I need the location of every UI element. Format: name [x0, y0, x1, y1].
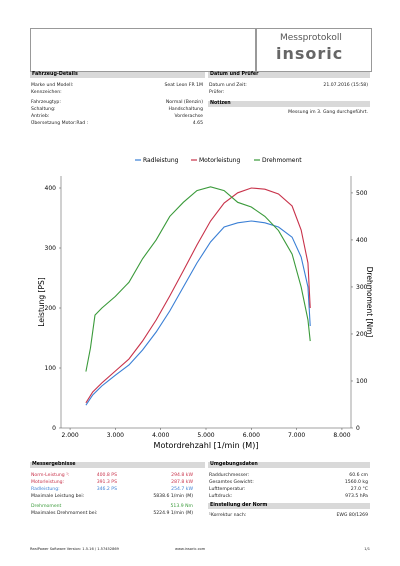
row-value: 27.0 °C — [350, 487, 368, 492]
x-tick-label: 5.000 — [197, 432, 214, 439]
x-axis-title: Motordrehzahl [1/min (M)] — [154, 441, 259, 450]
y2-tick-label: 100 — [356, 378, 368, 385]
series-line — [85, 186, 311, 372]
row-value: 1560.0 kg — [344, 480, 368, 485]
y-axis-title: Leistung [PS] — [37, 277, 46, 326]
row-label: Schaltung: — [31, 107, 56, 112]
row-label: Fahrzeugtyp: — [31, 100, 61, 105]
series-line — [85, 187, 311, 404]
row-value: Normal (Benzin) — [165, 100, 203, 105]
row-label: Prüfer: — [209, 90, 225, 95]
row-value: 5224.9 1/min (M) — [153, 511, 193, 516]
y2-axis-title: Drehmoment [Nm] — [365, 267, 374, 338]
row-value: 400.8 PS — [96, 473, 117, 478]
footer-left: RealPower Software Version: 1.5.16 / 1.5… — [30, 547, 119, 551]
row-label: Gesamtes Gewicht: — [209, 480, 254, 485]
section-header: Notizen — [208, 101, 370, 107]
x-tick-label: 3.000 — [107, 432, 124, 439]
row-value: 287.8 kW — [171, 480, 193, 485]
row-value: 5838.6 1/min (M) — [153, 494, 193, 499]
row-value: Handschaltung — [168, 107, 203, 112]
row-value: Vorderachse — [174, 114, 203, 119]
row-value: 513.9 Nm — [170, 504, 193, 509]
row-value: 346.2 PS — [96, 487, 117, 492]
row-value: 254.7 kW — [171, 487, 193, 492]
row-label: Kennzeichen: — [31, 90, 62, 95]
row-label: Raddurchmesser: — [209, 473, 250, 478]
row-label: Luftdruck: — [209, 494, 233, 499]
y-tick-label: 200 — [45, 305, 57, 312]
legend-label: Motorleistung — [199, 157, 240, 164]
y-tick-label: 300 — [45, 245, 57, 252]
y-tick-label: 0 — [52, 425, 56, 432]
row-label: Antrieb: — [31, 114, 50, 119]
y2-tick-label: 400 — [356, 237, 368, 244]
section-header: Umgebungsdaten — [208, 462, 370, 468]
y-tick-label: 400 — [45, 185, 57, 192]
y-tick-label: 100 — [45, 365, 57, 372]
header-title: Messprotokoll — [280, 33, 342, 43]
logo: insoric — [276, 44, 344, 63]
row-label: Drehmoment — [31, 504, 62, 509]
row-label: Marke und Modell: — [31, 83, 74, 88]
section-header: Datum und Prüfer — [208, 72, 370, 78]
row-label: Datum und Zeit: — [209, 83, 247, 88]
x-tick-label: 7.000 — [288, 432, 305, 439]
row-label: ¹Korrektur nach: — [209, 513, 247, 518]
row-value: EWG 80/1269 — [336, 513, 368, 518]
section-header: Fahrzeug-Details — [30, 72, 205, 78]
row-value: Seat Leon FR 1M — [164, 83, 204, 88]
x-tick-label: 8.000 — [333, 432, 350, 439]
row-value: 391.3 PS — [96, 480, 117, 485]
y2-tick-label: 300 — [356, 284, 368, 291]
x-tick-label: 4.000 — [152, 432, 169, 439]
row-value: 60.6 cm — [349, 473, 368, 478]
series-line — [85, 220, 311, 406]
header-divider — [255, 28, 257, 72]
section-header: Einstellung der Norm — [208, 503, 370, 509]
row-value: 973.5 hPa — [345, 494, 368, 499]
x-tick-label: 2.000 — [61, 432, 78, 439]
row-label: Norm-Leistung ¹: — [31, 473, 70, 478]
row-label: Maximales Drehmoment bei: — [31, 511, 98, 516]
y2-tick-label: 200 — [356, 331, 368, 338]
legend-label: Drehmoment — [262, 157, 302, 164]
row-label: Motorleistung: — [31, 480, 65, 485]
row-value: 4.65 — [192, 121, 203, 126]
row-value: 294.8 kW — [171, 473, 193, 478]
legend-label: Radleistung — [143, 157, 179, 164]
row-label: Übersetzung Motor:Rad : — [31, 121, 89, 126]
note-text: Messung im 3. Gang durchgeführt. — [288, 110, 368, 115]
x-tick-label: 6.000 — [243, 432, 260, 439]
footer-right: 1/1 — [364, 547, 370, 551]
row-label: Radleistung: — [31, 487, 60, 492]
y2-tick-label: 500 — [356, 190, 368, 197]
y2-tick-label: 0 — [356, 425, 360, 432]
header-box — [30, 28, 372, 72]
row-label: Lufttemperatur: — [209, 487, 246, 492]
footer-center: www.insoric.com — [175, 547, 206, 551]
row-label: Maximale Leistung bei: — [31, 494, 85, 499]
row-value: 21.07.2016 (15:58) — [323, 83, 368, 88]
section-header: Messergebnisse — [30, 462, 205, 468]
